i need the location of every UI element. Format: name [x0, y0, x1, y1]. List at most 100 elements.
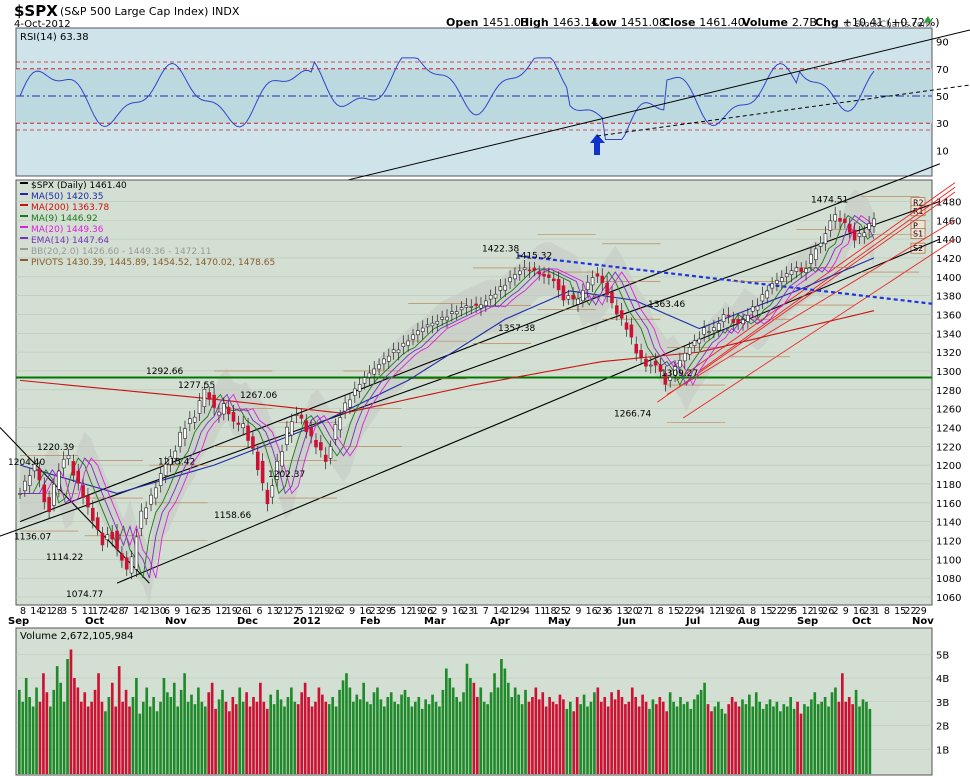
volume-bar [121, 701, 124, 774]
volume-bar [858, 706, 861, 774]
volume-bar [579, 704, 582, 774]
candle-body [86, 495, 90, 508]
candle-body [328, 446, 333, 459]
quote-field: High 1463.14 [520, 16, 598, 29]
volume-bar [772, 706, 775, 774]
volume-bar [314, 701, 317, 774]
candle-body [454, 311, 459, 315]
x-tick-label: 22 [771, 606, 783, 617]
candle-body [61, 458, 66, 469]
volume-bar [751, 706, 755, 774]
candle-body [217, 411, 221, 416]
legend-swatch [20, 215, 28, 217]
candle-body [750, 306, 755, 312]
candle-body [595, 273, 600, 277]
x-tick-label: 14 [133, 606, 145, 617]
volume-bar [641, 694, 644, 774]
rsi-line [19, 57, 875, 141]
volume-bar [630, 687, 634, 774]
candle-body [37, 468, 42, 481]
volume-bar [706, 704, 710, 774]
candle-body [571, 294, 575, 300]
candle-body [872, 218, 876, 227]
volume-bar [234, 704, 238, 774]
volume-bar [482, 701, 486, 774]
x-tick-label: 2 [339, 606, 345, 617]
volume-bar [21, 701, 25, 774]
x-tick-label: 13 [267, 606, 279, 617]
x-tick-label: 8 [750, 606, 756, 617]
y-tick-label: 1380 [936, 292, 961, 303]
x-tick-label: 4 [699, 606, 705, 617]
volume-bar [169, 697, 173, 774]
volume-bar [276, 689, 279, 774]
price-annotation: 1202.37 [268, 470, 305, 480]
candle-body [124, 557, 129, 570]
volume-bar [283, 706, 286, 774]
volume-bar [730, 697, 734, 774]
x-tick-label: 25 [555, 606, 567, 617]
candle-body [755, 305, 760, 311]
red-channel-line [682, 238, 956, 419]
volume-bar [114, 706, 118, 774]
candle-body [270, 485, 275, 498]
y-tick-label: 1300 [936, 367, 961, 378]
candle-body [450, 311, 454, 314]
volume-bar [414, 701, 417, 774]
volume-bar [279, 699, 283, 774]
x-tick-label: 6 [606, 606, 612, 617]
volume-bar [847, 697, 851, 774]
legend-swatch [20, 248, 28, 250]
red-channel-line [657, 191, 956, 403]
candle-body [527, 269, 532, 272]
volume-bar [62, 701, 66, 774]
volume-bar [210, 682, 214, 774]
volume-tick-label: 1B [936, 745, 949, 756]
volume-bar [124, 689, 128, 774]
candle-body [338, 417, 343, 431]
volume-bar [348, 687, 352, 774]
volume-bar [431, 694, 434, 774]
candle-body [828, 220, 833, 231]
candle-body [493, 293, 498, 299]
candle-body [401, 342, 406, 347]
volume-bar [830, 692, 834, 774]
candle-body [852, 229, 857, 241]
candle-body [396, 349, 401, 354]
x-month-label: Jun [617, 616, 636, 627]
volume-bar [35, 687, 38, 774]
legend-swatch [20, 182, 28, 184]
volume-bar [358, 699, 362, 774]
pivot-tag-box [910, 228, 926, 239]
volume-bar [758, 701, 762, 774]
candle-body [406, 340, 410, 346]
volume-bar [303, 682, 307, 774]
volume-bar [727, 704, 731, 774]
candle-body [47, 497, 51, 513]
volume-bar [765, 704, 768, 774]
volume-bar [596, 687, 600, 774]
volume-bar [355, 694, 359, 774]
volume-bar [269, 694, 273, 774]
x-tick-label: 19 [411, 606, 423, 617]
volume-bar [541, 692, 545, 774]
x-tick-label: 27 [637, 606, 649, 617]
candle-body [634, 343, 639, 354]
volume-bar [338, 689, 341, 774]
volume-bar [45, 692, 49, 774]
candle-body [158, 473, 163, 487]
y-tick-label: 1320 [936, 348, 961, 359]
candle-body [770, 283, 774, 289]
volume-bar [717, 701, 720, 774]
volume-bar [823, 697, 827, 774]
candle-body [353, 388, 357, 396]
legend-swatch [20, 204, 28, 206]
volume-bar [410, 706, 414, 774]
price-annotation: 1114.22 [46, 553, 83, 563]
pivot-tag: P [913, 221, 918, 230]
volume-bar [544, 706, 548, 774]
candle-body [255, 451, 260, 470]
candle-body [794, 267, 799, 272]
candle-body [687, 347, 692, 355]
candle-body [707, 331, 711, 334]
